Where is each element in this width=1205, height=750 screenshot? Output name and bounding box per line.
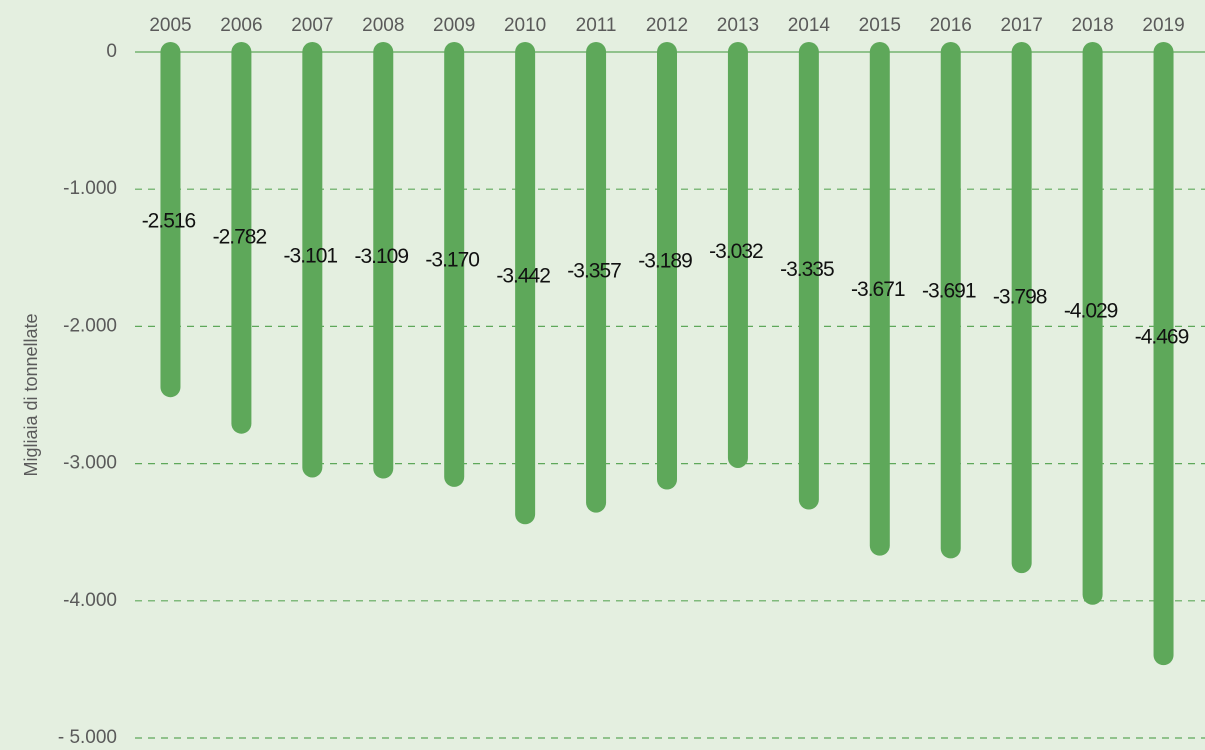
x-tick-label: 2015 [859, 15, 901, 36]
bar [1082, 42, 1103, 605]
x-tick-label: 2006 [220, 15, 262, 36]
y-tick-label: -4.000 [63, 590, 117, 611]
x-tick-label: 2016 [930, 15, 972, 36]
data-label: -3.032 [709, 240, 763, 263]
x-tick-label: 2013 [717, 15, 759, 36]
data-label: -3.798 [993, 286, 1047, 309]
bar [1153, 42, 1174, 666]
data-label: -2.516 [142, 210, 196, 233]
bar [373, 42, 394, 479]
bar [444, 42, 465, 487]
bar [160, 42, 181, 398]
y-tick-label: 0 [106, 41, 117, 62]
y-tick-label: - 5.000 [58, 727, 117, 748]
bar [302, 42, 323, 478]
y-axis-label: Migliaia di tonnellate [21, 313, 41, 476]
data-label: -3.109 [354, 245, 408, 268]
data-label: -2.782 [213, 225, 267, 248]
x-tick-label: 2009 [433, 15, 475, 36]
x-tick-label: 2010 [504, 15, 546, 36]
data-label: -3.357 [567, 259, 621, 282]
bar [657, 42, 677, 490]
bar [515, 42, 536, 525]
data-label: -3.101 [284, 244, 338, 267]
x-tick-label: 2005 [149, 15, 191, 36]
x-tick-label: 2012 [646, 15, 688, 36]
y-tick-label: -2.000 [63, 315, 117, 336]
data-label: -4.029 [1064, 299, 1118, 322]
bar [940, 42, 961, 559]
x-tick-label: 2011 [576, 15, 617, 36]
bar [231, 42, 252, 434]
data-label: -3.170 [425, 248, 479, 271]
x-tick-label: 2014 [788, 15, 831, 36]
x-tick-label: 2007 [291, 15, 333, 36]
y-tick-label: -3.000 [63, 453, 117, 474]
bar [798, 42, 819, 510]
y-tick-label: -1.000 [63, 178, 117, 199]
bar [869, 42, 890, 556]
data-label: -3.442 [496, 265, 550, 288]
data-label: -3.671 [851, 278, 905, 301]
bar [1011, 42, 1032, 574]
x-tick-label: 2018 [1071, 15, 1113, 36]
x-tick-label: 2017 [1001, 15, 1043, 36]
bar [586, 42, 607, 513]
bar [727, 42, 748, 468]
data-label: -3.189 [638, 250, 692, 273]
data-label: -4.469 [1135, 326, 1189, 349]
data-label: -3.335 [780, 258, 834, 281]
data-label: -3.691 [922, 279, 976, 302]
x-tick-label: 2008 [362, 15, 404, 36]
x-tick-label: 2019 [1142, 15, 1184, 36]
